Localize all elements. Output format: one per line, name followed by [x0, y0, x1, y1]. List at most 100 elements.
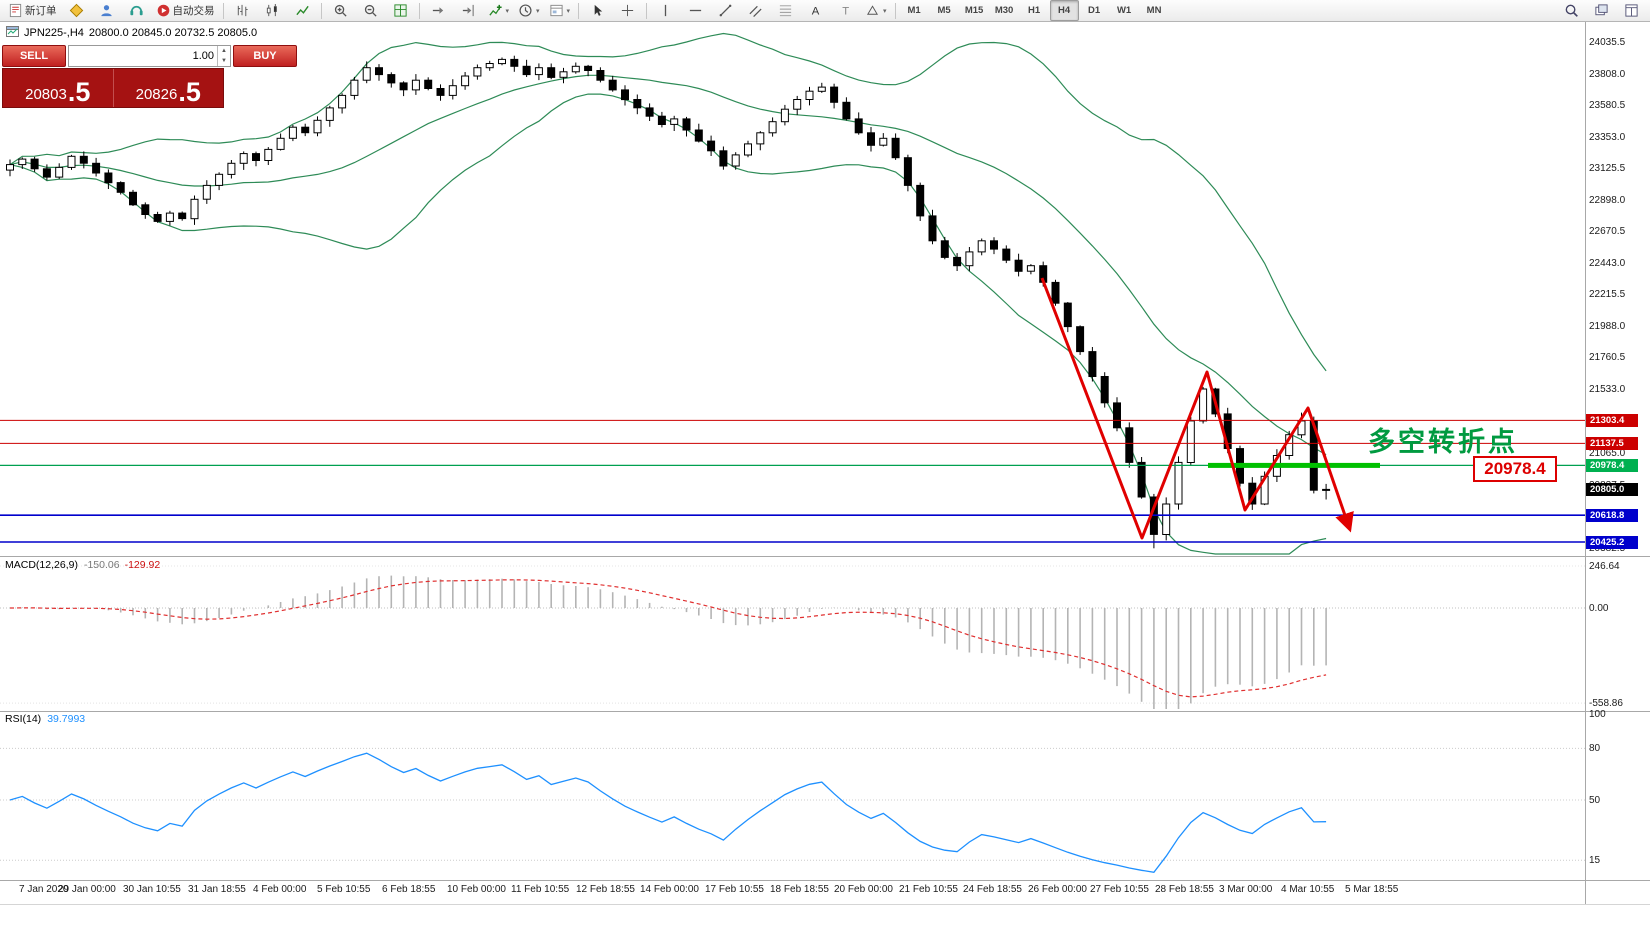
label-icon: T [838, 3, 853, 18]
chart-shift-icon [461, 3, 476, 18]
rsi-indicator-label: RSI(14) 39.7993 [5, 713, 86, 725]
market-watch-icon [69, 3, 84, 18]
indicators-icon [488, 3, 503, 18]
toolbar-separator [894, 2, 896, 19]
time-label: 30 Jan 10:55 [123, 884, 181, 895]
crosshair-icon [620, 3, 635, 18]
new-window-button[interactable] [1587, 0, 1616, 21]
periods-button[interactable]: ▾ [514, 0, 544, 21]
templates-icon [549, 3, 564, 18]
tf-m1[interactable]: M1 [907, 5, 921, 16]
vline-icon [658, 3, 673, 18]
cursor-icon [590, 3, 605, 18]
tile-windows-icon [393, 3, 408, 18]
time-label: 12 Feb 18:55 [576, 884, 635, 895]
time-label: 4 Mar 10:55 [1281, 884, 1335, 895]
cursor-button[interactable] [583, 0, 612, 21]
candlestick-button[interactable] [258, 0, 287, 21]
line-chart-button[interactable] [288, 0, 317, 21]
price-tick: 22215.5 [1589, 289, 1626, 301]
ohlc-values: 20800.0 20845.0 20732.5 20805.0 [88, 27, 258, 39]
chevron-down-icon: ▾ [505, 7, 510, 15]
market-watch-button[interactable] [62, 0, 91, 21]
time-label: 10 Feb 00:00 [447, 884, 506, 895]
shapes-button[interactable]: ▾ [861, 0, 891, 21]
label-button[interactable]: T [831, 0, 860, 21]
horizontal-line-button[interactable] [681, 0, 710, 21]
shapes-icon [865, 3, 880, 18]
toolbar-separator [578, 2, 580, 19]
zoom-out-button[interactable] [356, 0, 385, 21]
time-label: 14 Feb 00:00 [640, 884, 699, 895]
candles-icon [265, 3, 280, 18]
trend-arrow [1040, 277, 1354, 540]
price-marker: 20425.2 [1586, 535, 1638, 549]
bar-chart-icon [235, 3, 250, 18]
terminal-icon [129, 3, 144, 18]
tf-m5[interactable]: M5 [937, 5, 951, 16]
time-label: 27 Feb 10:55 [1090, 884, 1149, 895]
tf-mn[interactable]: MN [1146, 5, 1162, 16]
tf-m15[interactable]: M15 [964, 5, 984, 16]
price-marker: 20805.0 [1586, 482, 1638, 496]
text-icon: A [808, 3, 823, 18]
sell-button[interactable]: SELL [2, 45, 66, 67]
bar-chart-button[interactable] [228, 0, 257, 21]
sell-price[interactable]: 20803.5 [3, 69, 114, 107]
buy-button[interactable]: BUY [233, 45, 297, 67]
price-marker: 21137.5 [1586, 436, 1638, 450]
price-tick: 22443.0 [1589, 257, 1626, 269]
price-marker: 20978.4 [1586, 458, 1638, 472]
text-button[interactable]: A [801, 0, 830, 21]
toolbar: 新订单 自动交易 ▾ ▾ ▾ A T ▾ M1 M5 M15 M30 H1 H4 D1 W1 MN [0, 0, 1650, 22]
tf-h1[interactable]: H1 [1027, 5, 1041, 16]
bollinger-bands [9, 32, 1327, 555]
toolbar-separator [320, 2, 322, 19]
vertical-line-button[interactable] [651, 0, 680, 21]
channel-button[interactable] [741, 0, 770, 21]
buy-price[interactable]: 20826.5 [135, 77, 201, 108]
time-label: 6 Feb 18:55 [382, 884, 436, 895]
zoom-in-button[interactable] [326, 0, 355, 21]
svg-text:A: A [812, 6, 820, 18]
search-button[interactable] [1557, 0, 1586, 21]
macd-axis-label: 0.00 [1589, 603, 1609, 614]
volume-spinner[interactable]: ▲ ▼ [217, 46, 230, 66]
tf-h4[interactable]: H4 [1049, 0, 1079, 21]
price-tick: 21760.5 [1589, 352, 1626, 364]
toolbar-separator [418, 2, 420, 19]
trendline-button[interactable] [711, 0, 740, 21]
chart-shift-button[interactable] [454, 0, 483, 21]
periods-icon [518, 3, 533, 18]
autotrading-button[interactable]: 自动交易 [152, 0, 219, 21]
terminal-button[interactable] [122, 0, 151, 21]
time-label: 3 Mar 00:00 [1219, 884, 1273, 895]
price-tick: 21533.0 [1589, 383, 1626, 395]
new-order-button[interactable]: 新订单 [4, 0, 61, 21]
win2-icon [1624, 3, 1639, 18]
price-tick: 24035.5 [1589, 37, 1626, 48]
tile-windows-button[interactable] [386, 0, 415, 21]
price-tick: 23808.0 [1589, 68, 1626, 80]
indicators-button[interactable]: ▾ [484, 0, 514, 21]
navigator-button[interactable] [92, 0, 121, 21]
price-tick: 23580.5 [1589, 100, 1626, 111]
volume-input[interactable] [69, 46, 217, 66]
price-tick: 22898.0 [1589, 194, 1626, 206]
fibonacci-button[interactable] [771, 0, 800, 21]
arrange-windows-button[interactable] [1617, 0, 1646, 21]
svg-text:T: T [842, 6, 849, 18]
tf-m30[interactable]: M30 [994, 5, 1014, 16]
time-label: 29 Jan 00:00 [58, 884, 116, 895]
auto-scroll-button[interactable] [424, 0, 453, 21]
tf-d1[interactable]: D1 [1087, 5, 1101, 16]
autotrading-icon [156, 3, 171, 18]
rsi-axis-label: 80 [1589, 743, 1601, 755]
time-label: 4 Feb 00:00 [253, 884, 307, 895]
time-label: 18 Feb 18:55 [770, 884, 829, 895]
tf-w1[interactable]: W1 [1116, 5, 1132, 16]
templates-button[interactable]: ▾ [545, 0, 575, 21]
one-click-trading-panel: SELL ▲▼ BUY 20803.5 20826.5 [2, 45, 297, 108]
crosshair-button[interactable] [613, 0, 642, 21]
